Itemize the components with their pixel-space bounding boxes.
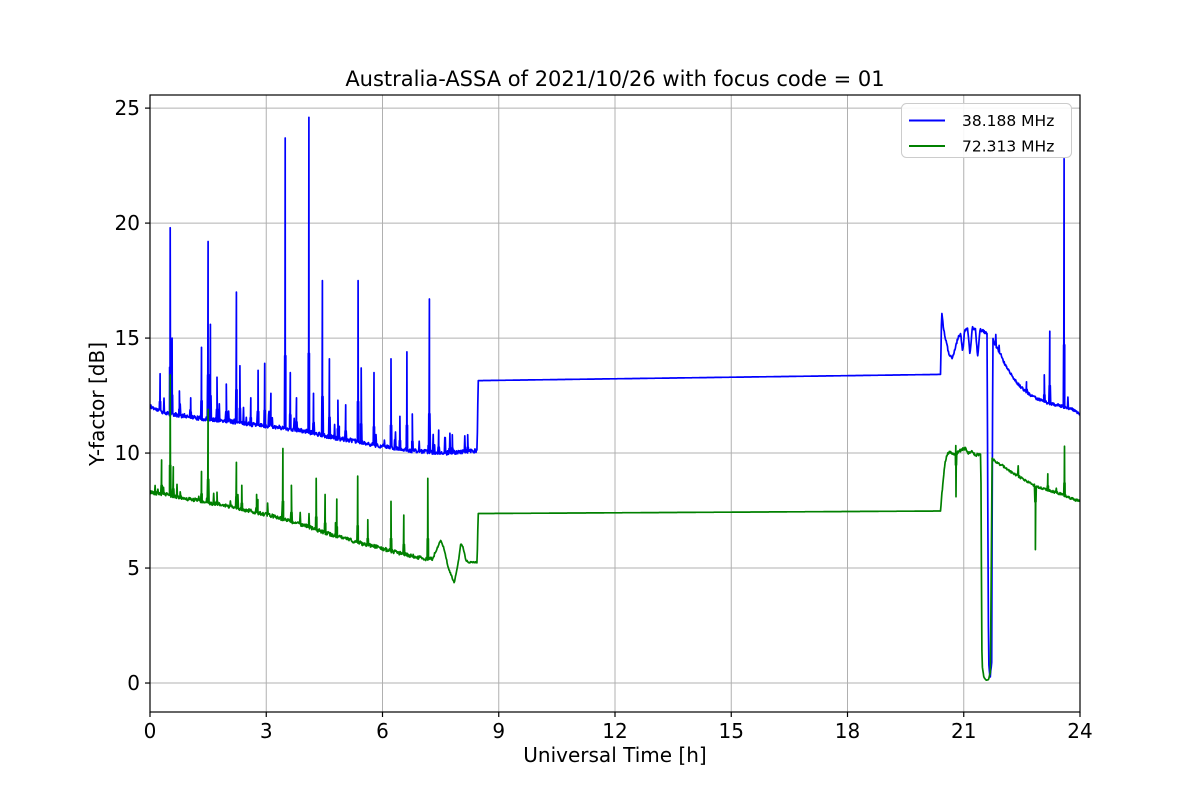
legend: 38.188 MHz 72.313 MHz [901,103,1072,158]
legend-label: 38.188 MHz [962,112,1054,130]
y-tick-label: 20 [115,211,140,235]
axis-ticks: 0 3 6 9 12 15 18 21 24 0 5 10 15 20 25 [115,96,1093,743]
series-line-1 [150,374,1080,682]
series-line-0 [150,116,1080,678]
y-tick-label: 5 [127,556,140,580]
grid-lines [149,95,1081,712]
x-tick-label: 9 [492,719,505,743]
legend-label: 72.313 MHz [962,138,1054,156]
x-tick-label: 21 [951,719,976,743]
x-tick-label: 18 [835,719,860,743]
x-tick-label: 12 [602,719,627,743]
x-axis-label: Universal Time [h] [523,743,706,767]
series-lines [150,116,1080,682]
y-tick-label: 15 [115,326,140,350]
x-tick-label: 15 [719,719,744,743]
x-tick-label: 24 [1067,719,1092,743]
y-tick-label: 25 [115,96,140,120]
chart-title: Australia-ASSA of 2021/10/26 with focus … [345,67,884,91]
x-tick-label: 6 [376,719,389,743]
x-tick-label: 0 [144,719,157,743]
x-tick-label: 3 [260,719,273,743]
y-axis-label: Y-factor [dB] [85,342,109,467]
legend-box [901,103,1072,158]
y-tick-label: 10 [115,441,140,465]
y-tick-label: 0 [127,671,140,695]
